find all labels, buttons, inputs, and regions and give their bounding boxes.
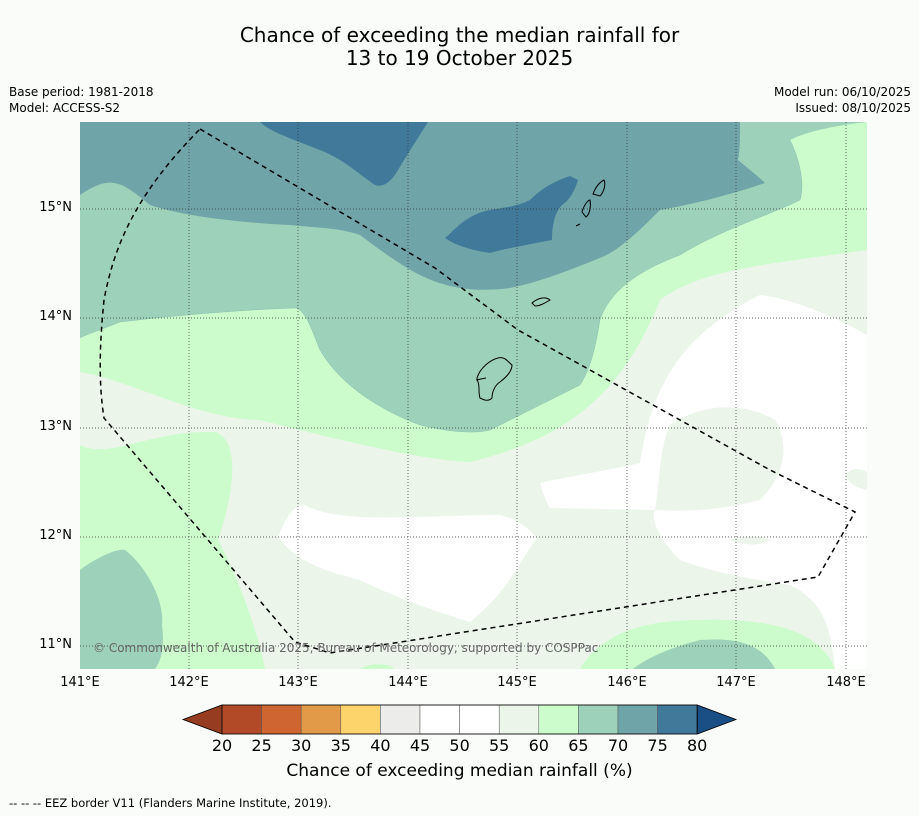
base-period: Base period: 1981-2018 [9,85,154,99]
contour-fill-55-60 [80,250,867,669]
longitude-tick-label: 141°E [60,675,100,690]
longitude-tick-label: 143°E [278,675,318,690]
model-run-date: Model run: 06/10/2025 [773,85,911,99]
contour-fill-75-80-north [260,122,428,186]
saipan-outline [592,179,606,197]
latitude-tick-label: 13°N [39,419,72,434]
colorbar-swatch [419,704,460,735]
issued-date: Issued: 08/10/2025 [795,101,911,115]
colorbar-tick-label: 45 [409,736,431,755]
island-outlines [475,179,606,401]
colorbar-tick-label: 25 [251,736,272,755]
colorbar-tick-label: 55 [489,736,510,755]
colorbar-swatch [300,704,342,735]
latitude-tick-label: 11°N [39,637,72,652]
colorbar-swatch [340,704,381,735]
longitude-tick-label: 142°E [169,675,209,690]
colorbar-swatch [221,704,262,735]
tinian-outline [581,199,591,218]
chart-title-line-2: 13 to 19 October 2025 [345,46,574,70]
colorbar-tick-label: 30 [291,736,312,755]
colorbar-tick-label: 65 [568,736,589,755]
contour-fill-75-80-central [445,176,578,253]
chart-title-line-1: Chance of exceeding the median rainfall … [239,23,680,47]
longitude-tick-label: 148°E [826,675,866,690]
longitude-tick-label: 146°E [607,675,647,690]
contour-fill-70-75 [80,122,765,290]
latitude-tick-label: 15°N [39,200,72,215]
colorbar-tick-label: 35 [330,736,351,755]
latitude-tick-label: 14°N [39,309,72,324]
latitude-tick-label: 12°N [39,528,72,543]
colorbar-swatch [617,704,658,735]
colorbar-swatch [459,704,500,735]
colorbar-swatch [261,704,302,735]
colorbar-tick-label: 20 [211,736,233,755]
longitude-tick-label: 144°E [388,675,428,690]
eez-border [99,128,857,654]
colorbar-swatch [657,704,698,735]
longitude-tick-label: 145°E [497,675,537,690]
colorbar-under-arrow [181,704,223,735]
model-name: Model: ACCESS-S2 [9,101,121,115]
colorbar-over-arrow [696,704,738,735]
colorbar-swatch [498,704,540,735]
colorbar-swatch [380,704,421,735]
colorbar-swatch [578,704,619,735]
colorbar-label: Chance of exceeding median rainfall (%) [286,761,633,781]
colorbar-swatch [538,704,579,735]
longitude-tick-label: 147°E [716,675,756,690]
graticule [80,122,867,669]
contour-fill-50-55-central [278,505,537,622]
rota-outline [531,297,551,307]
contour-fill-65-70-sw [80,549,163,669]
colorbar-tick-label: 70 [607,736,629,755]
colorbar-outline [221,704,698,735]
colorbar-tick-label: 60 [528,736,549,755]
colorbar-tick-label: 75 [647,736,668,755]
guam-outline [476,357,513,401]
colorbar-tick-label: 50 [449,736,470,755]
colorbar-tick-label: 80 [687,736,708,755]
contour-fill-55-60-island [655,407,784,511]
copyright-notice: © Commonwealth of Australia 2025, Bureau… [93,641,599,655]
contour-fill-65-70-se [633,639,775,669]
colorbar-tick-label: 40 [370,736,391,755]
eez-footnote: -- -- -- EEZ border V11 (Flanders Marine… [9,796,332,810]
